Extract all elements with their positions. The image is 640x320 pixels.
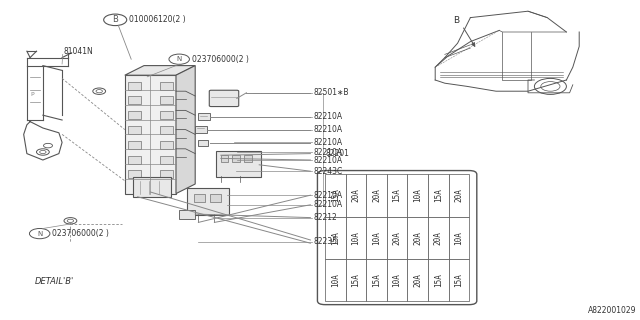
Bar: [160, 82, 173, 90]
Polygon shape: [125, 75, 176, 194]
Text: 010006120(2 ): 010006120(2 ): [129, 15, 186, 24]
Text: 82210A: 82210A: [314, 156, 343, 164]
Bar: [366, 259, 387, 301]
Text: B: B: [112, 15, 118, 24]
Bar: [179, 210, 195, 219]
Bar: [128, 156, 141, 164]
Text: A822001029: A822001029: [588, 306, 637, 315]
Text: 15A: 15A: [434, 188, 443, 203]
Bar: [428, 174, 449, 217]
Bar: [160, 126, 173, 134]
Bar: [366, 217, 387, 259]
Bar: [128, 141, 141, 149]
Bar: [325, 217, 346, 259]
Text: 15A: 15A: [351, 273, 360, 287]
Bar: [128, 96, 141, 104]
Bar: [428, 217, 449, 259]
Bar: [128, 82, 141, 90]
FancyBboxPatch shape: [187, 188, 229, 215]
Text: 82210A: 82210A: [314, 148, 343, 156]
Bar: [232, 155, 240, 162]
Text: 20A: 20A: [351, 188, 360, 203]
Text: 20A: 20A: [392, 231, 402, 244]
Text: N: N: [37, 231, 42, 236]
Text: 20A: 20A: [413, 231, 422, 244]
Text: 82501∗B: 82501∗B: [314, 88, 349, 97]
Polygon shape: [176, 66, 195, 194]
Text: 82210A: 82210A: [314, 200, 343, 209]
Bar: [221, 155, 228, 162]
Text: 15A: 15A: [392, 188, 402, 203]
Text: 82210A: 82210A: [314, 112, 343, 121]
Bar: [449, 259, 469, 301]
Text: 10A: 10A: [413, 188, 422, 203]
Text: DETAIL'B': DETAIL'B': [35, 277, 74, 286]
Text: 20A: 20A: [454, 188, 463, 203]
Bar: [160, 111, 173, 119]
Text: 82210A: 82210A: [314, 138, 343, 147]
Text: 82212: 82212: [314, 213, 337, 222]
Bar: [449, 174, 469, 217]
Bar: [346, 174, 366, 217]
Bar: [244, 155, 252, 162]
Text: 82243C: 82243C: [314, 167, 343, 176]
Text: 15A: 15A: [331, 188, 340, 203]
Text: 81041N: 81041N: [64, 47, 93, 56]
Bar: [346, 259, 366, 301]
Polygon shape: [125, 66, 195, 75]
Text: 15A: 15A: [454, 273, 463, 287]
Bar: [160, 170, 173, 179]
Bar: [128, 170, 141, 179]
Bar: [195, 126, 207, 133]
Bar: [387, 217, 408, 259]
Bar: [346, 217, 366, 259]
Bar: [160, 96, 173, 104]
FancyBboxPatch shape: [317, 171, 477, 305]
Text: 10A: 10A: [372, 231, 381, 244]
Bar: [160, 141, 173, 149]
Bar: [198, 140, 208, 146]
Text: B: B: [453, 16, 460, 25]
Text: N: N: [177, 56, 182, 62]
FancyBboxPatch shape: [216, 151, 261, 177]
Bar: [408, 217, 428, 259]
Bar: [198, 113, 210, 120]
Bar: [387, 174, 408, 217]
Bar: [210, 194, 221, 202]
Text: P: P: [30, 92, 34, 97]
Bar: [408, 259, 428, 301]
Bar: [387, 259, 408, 301]
Text: 15A: 15A: [372, 273, 381, 287]
Bar: [449, 217, 469, 259]
Bar: [128, 126, 141, 134]
Text: 10A: 10A: [392, 273, 402, 287]
Bar: [408, 174, 428, 217]
Text: 10A: 10A: [331, 273, 340, 287]
Text: 82201: 82201: [325, 149, 349, 158]
Bar: [194, 194, 205, 202]
Text: 15A: 15A: [434, 273, 443, 287]
Text: 20A: 20A: [434, 231, 443, 244]
Text: 023706000(2 ): 023706000(2 ): [192, 55, 249, 64]
Bar: [325, 259, 346, 301]
Text: 023706000(2 ): 023706000(2 ): [52, 229, 109, 238]
Text: 82235: 82235: [314, 237, 338, 246]
FancyBboxPatch shape: [209, 90, 239, 107]
Text: 82210A: 82210A: [314, 191, 343, 200]
FancyBboxPatch shape: [133, 177, 171, 197]
Bar: [128, 111, 141, 119]
Text: 15A: 15A: [331, 231, 340, 244]
Text: 10A: 10A: [351, 231, 360, 244]
Bar: [160, 156, 173, 164]
Text: 20A: 20A: [372, 188, 381, 203]
Bar: [366, 174, 387, 217]
Bar: [428, 259, 449, 301]
Text: 82210A: 82210A: [314, 125, 343, 134]
Text: 10A: 10A: [454, 231, 463, 244]
Text: 20A: 20A: [413, 273, 422, 287]
Bar: [325, 174, 346, 217]
